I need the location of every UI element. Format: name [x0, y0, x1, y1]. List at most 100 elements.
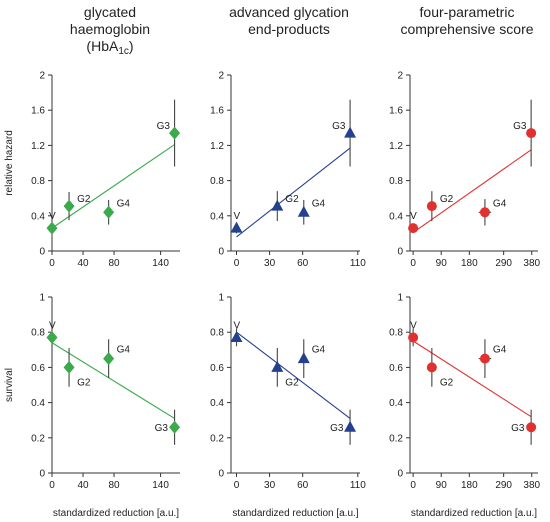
data-point-circle	[479, 207, 490, 218]
x-tick-label: 0	[234, 258, 240, 269]
point-label: G4	[312, 198, 326, 209]
title-line: comprehensive score	[400, 21, 534, 37]
title-line: end-products	[248, 21, 330, 37]
point-label: G3	[157, 121, 171, 132]
data-point-circle	[408, 223, 419, 234]
data-point-diamond	[169, 420, 181, 434]
x-tick-label: 380	[523, 258, 540, 269]
data-point-diamond	[169, 126, 181, 140]
data-point-diamond	[103, 205, 115, 219]
x-tick-label: 30	[264, 258, 276, 269]
title-line: glycated	[83, 4, 137, 20]
y-tick-label: 0.4	[210, 211, 224, 222]
data-point-circle	[526, 128, 537, 139]
data-point-triangle	[297, 352, 310, 364]
regression-line	[412, 340, 532, 418]
x-tick-label: 60	[297, 480, 309, 491]
title-subscript: 1c	[118, 46, 129, 57]
y-tick-label: 0.4	[31, 211, 45, 222]
y-tick-label: 2	[397, 71, 403, 82]
x-tick-label: 0	[49, 258, 55, 269]
title-line: haemoglobin	[69, 21, 151, 37]
point-label: G4	[312, 345, 326, 356]
regression-line	[51, 342, 175, 419]
x-tick-label: 80	[108, 480, 120, 491]
y-tick-label: 0.8	[389, 328, 403, 339]
data-point-circle	[426, 201, 437, 212]
regression-line	[236, 147, 351, 238]
data-point-diamond	[103, 352, 115, 366]
data-point-triangle	[271, 360, 284, 372]
title-line: advanced glycation	[229, 4, 349, 20]
data-point-triangle	[230, 221, 243, 233]
data-point-circle	[426, 362, 437, 373]
x-tick-label: 30	[264, 480, 276, 491]
data-point-triangle	[297, 205, 310, 217]
point-label: G2	[77, 194, 91, 205]
y-tick-label: 0.8	[210, 328, 224, 339]
point-label: G3	[513, 121, 527, 132]
point-label: G2	[440, 377, 454, 388]
panel-title-age: advanced glycation end-products	[204, 4, 374, 38]
panel-title-score: four-parametric comprehensive score	[382, 4, 550, 38]
y-tick-label: 1	[39, 293, 45, 304]
x-tick-label: 180	[461, 258, 478, 269]
x-tick-label: 80	[108, 258, 120, 269]
point-label: G2	[440, 194, 454, 205]
y-tick-label: 0.6	[389, 363, 403, 374]
y-axis-label: survival	[4, 368, 15, 402]
x-tick-label: 40	[77, 258, 89, 269]
x-tick-label: 0	[410, 480, 416, 491]
x-tick-label: 40	[77, 480, 89, 491]
regression-line	[51, 144, 175, 229]
regression-line	[412, 149, 532, 233]
y-tick-label: 0.2	[210, 433, 224, 444]
point-label: V	[410, 320, 417, 331]
x-tick-label: 140	[152, 480, 169, 491]
y-tick-label: 0	[39, 247, 45, 258]
data-point-diamond	[63, 199, 75, 213]
data-point-circle	[479, 353, 490, 364]
x-tick-label: 180	[461, 480, 478, 491]
y-tick-label: 1.6	[389, 106, 403, 117]
y-tick-label: 0.8	[210, 176, 224, 187]
y-tick-label: 0	[39, 469, 45, 480]
point-label: V	[234, 211, 241, 222]
x-tick-label: 290	[495, 258, 512, 269]
point-label: G4	[117, 198, 131, 209]
point-label: G2	[77, 377, 91, 388]
x-tick-label: 290	[495, 480, 512, 491]
point-label: G3	[511, 423, 525, 434]
data-point-diamond	[46, 330, 58, 344]
y-tick-label: 0.8	[389, 176, 403, 187]
y-tick-label: 1.2	[389, 141, 403, 152]
x-tick-label: 0	[49, 480, 55, 491]
point-label: G3	[155, 423, 169, 434]
x-tick-label: 0	[410, 258, 416, 269]
point-label: G3	[332, 121, 346, 132]
x-axis-label: standardized reduction [a.u.]	[232, 508, 358, 519]
y-tick-label: 1.2	[31, 141, 45, 152]
y-tick-label: 0	[397, 247, 403, 258]
point-label: V	[234, 320, 241, 331]
y-axis-label: relative hazard	[4, 130, 15, 196]
y-tick-label: 1.6	[210, 106, 224, 117]
x-tick-label: 90	[436, 480, 448, 491]
data-point-triangle	[271, 199, 284, 211]
x-tick-label: 0	[234, 480, 240, 491]
x-tick-label: 380	[523, 480, 540, 491]
point-label: G4	[493, 198, 507, 209]
y-tick-label: 0.6	[31, 363, 45, 374]
data-point-triangle	[344, 126, 357, 138]
y-tick-label: 2	[218, 71, 224, 82]
x-tick-label: 110	[350, 480, 366, 491]
data-point-triangle	[230, 330, 243, 342]
y-tick-label: 0.6	[210, 363, 224, 374]
y-tick-label: 0.8	[31, 328, 45, 339]
x-tick-label: 110	[350, 258, 366, 269]
title-text: (HbA	[86, 38, 119, 54]
y-tick-label: 0	[397, 469, 403, 480]
y-tick-label: 1.2	[210, 141, 224, 152]
x-axis-label: standardized reduction [a.u.]	[411, 508, 537, 519]
